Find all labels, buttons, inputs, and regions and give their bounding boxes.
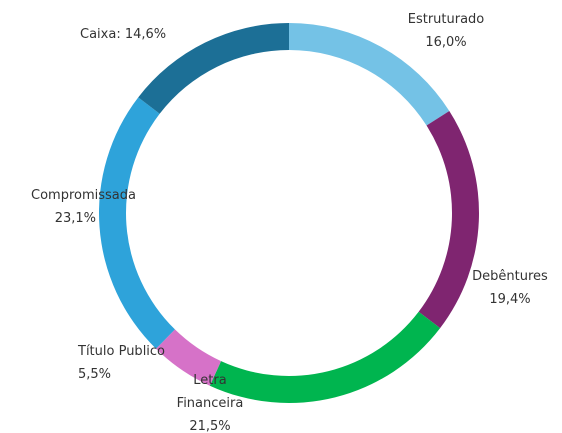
slice [418,111,479,329]
value-label: 5,5% [78,367,112,382]
slice-label: Caixa: 14,6% [80,23,200,46]
slice [289,23,450,126]
slice-label: Título Publico 5,5% [78,340,188,386]
slice-label: Debêntures 19,4% [455,265,562,311]
category-label: Compromissada [31,188,136,203]
slice-label: Compromissada 23,1% [0,184,136,230]
category-label: Caixa: [80,27,121,42]
slice [138,23,289,114]
slice [99,97,175,349]
slice [156,329,222,386]
value-label: 19,4% [489,292,531,307]
category-label: Estruturado [407,12,485,27]
value-label: 14,6% [124,27,167,42]
value-label: 21,5% [189,419,231,433]
slice [209,311,441,403]
category-label: Debêntures [472,269,548,284]
category-label: Letra Financeira [176,373,244,411]
slice-label: Estruturado 16,0% [380,8,512,54]
slice-label: Letra Financeira 21,5% [162,369,258,433]
value-label: 23,1% [54,211,96,226]
value-label: 16,0% [425,35,467,50]
category-label: Título Publico [78,344,166,359]
